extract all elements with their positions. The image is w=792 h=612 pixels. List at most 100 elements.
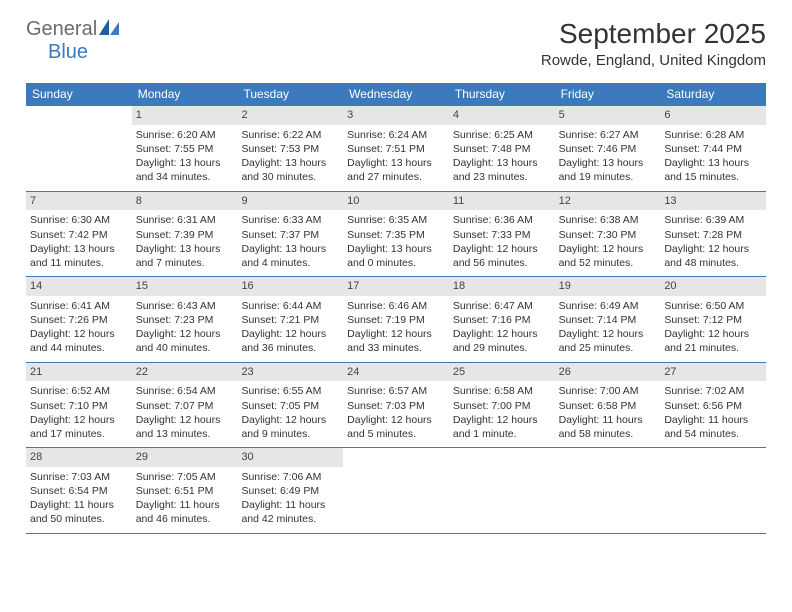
day-number: 29: [132, 448, 238, 467]
sunrise-line: Sunrise: 6:38 AM: [559, 213, 657, 227]
day-cell: 10Sunrise: 6:35 AMSunset: 7:35 PMDayligh…: [343, 192, 449, 277]
daylight-line: Daylight: 12 hours and 56 minutes.: [453, 242, 551, 270]
sunrise-line: Sunrise: 6:46 AM: [347, 299, 445, 313]
sunset-line: Sunset: 7:14 PM: [559, 313, 657, 327]
sunrise-line: Sunrise: 6:41 AM: [30, 299, 128, 313]
sunset-line: Sunset: 7:51 PM: [347, 142, 445, 156]
logo-text-general: General: [26, 18, 97, 40]
day-number: 3: [343, 106, 449, 125]
dow-cell: Friday: [555, 83, 661, 105]
day-cell: [660, 448, 766, 533]
sunrise-line: Sunrise: 6:39 AM: [664, 213, 762, 227]
sunset-line: Sunset: 7:30 PM: [559, 228, 657, 242]
sunrise-line: Sunrise: 6:43 AM: [136, 299, 234, 313]
sunrise-line: Sunrise: 6:58 AM: [453, 384, 551, 398]
sunset-line: Sunset: 7:48 PM: [453, 142, 551, 156]
day-number: 21: [26, 363, 132, 382]
daylight-line: Daylight: 13 hours and 19 minutes.: [559, 156, 657, 184]
dow-cell: Monday: [132, 83, 238, 105]
sunset-line: Sunset: 6:54 PM: [30, 484, 128, 498]
day-number: 26: [555, 363, 661, 382]
day-number: 9: [237, 192, 343, 211]
day-number: 4: [449, 106, 555, 125]
day-number: 24: [343, 363, 449, 382]
day-number: 19: [555, 277, 661, 296]
day-cell: 22Sunrise: 6:54 AMSunset: 7:07 PMDayligh…: [132, 363, 238, 448]
day-cell: 13Sunrise: 6:39 AMSunset: 7:28 PMDayligh…: [660, 192, 766, 277]
sunrise-line: Sunrise: 6:20 AM: [136, 128, 234, 142]
daylight-line: Daylight: 12 hours and 13 minutes.: [136, 413, 234, 441]
sunrise-line: Sunrise: 6:35 AM: [347, 213, 445, 227]
day-number: 25: [449, 363, 555, 382]
day-cell: 27Sunrise: 7:02 AMSunset: 6:56 PMDayligh…: [660, 363, 766, 448]
sunrise-line: Sunrise: 6:44 AM: [241, 299, 339, 313]
daylight-line: Daylight: 12 hours and 21 minutes.: [664, 327, 762, 355]
daylight-line: Daylight: 13 hours and 34 minutes.: [136, 156, 234, 184]
day-number: 6: [660, 106, 766, 125]
day-number: 8: [132, 192, 238, 211]
day-cell: 24Sunrise: 6:57 AMSunset: 7:03 PMDayligh…: [343, 363, 449, 448]
daylight-line: Daylight: 12 hours and 40 minutes.: [136, 327, 234, 355]
dow-cell: Saturday: [660, 83, 766, 105]
week-row: 7Sunrise: 6:30 AMSunset: 7:42 PMDaylight…: [26, 191, 766, 277]
sunset-line: Sunset: 7:42 PM: [30, 228, 128, 242]
daylight-line: Daylight: 12 hours and 52 minutes.: [559, 242, 657, 270]
sunset-line: Sunset: 7:37 PM: [241, 228, 339, 242]
sunrise-line: Sunrise: 6:36 AM: [453, 213, 551, 227]
sunset-line: Sunset: 7:00 PM: [453, 399, 551, 413]
dow-cell: Thursday: [449, 83, 555, 105]
daylight-line: Daylight: 12 hours and 25 minutes.: [559, 327, 657, 355]
sunrise-line: Sunrise: 6:22 AM: [241, 128, 339, 142]
day-cell: [449, 448, 555, 533]
daylight-line: Daylight: 12 hours and 17 minutes.: [30, 413, 128, 441]
day-cell: 14Sunrise: 6:41 AMSunset: 7:26 PMDayligh…: [26, 277, 132, 362]
day-cell: [343, 448, 449, 533]
logo: General Blue: [26, 18, 119, 64]
day-number: 13: [660, 192, 766, 211]
day-cell: 18Sunrise: 6:47 AMSunset: 7:16 PMDayligh…: [449, 277, 555, 362]
dow-cell: Sunday: [26, 83, 132, 105]
sunset-line: Sunset: 7:03 PM: [347, 399, 445, 413]
sunrise-line: Sunrise: 6:47 AM: [453, 299, 551, 313]
day-cell: 17Sunrise: 6:46 AMSunset: 7:19 PMDayligh…: [343, 277, 449, 362]
sunrise-line: Sunrise: 6:54 AM: [136, 384, 234, 398]
day-number: 11: [449, 192, 555, 211]
sunrise-line: Sunrise: 6:30 AM: [30, 213, 128, 227]
sunset-line: Sunset: 7:33 PM: [453, 228, 551, 242]
sunset-line: Sunset: 7:07 PM: [136, 399, 234, 413]
sunrise-line: Sunrise: 6:52 AM: [30, 384, 128, 398]
sunrise-line: Sunrise: 6:49 AM: [559, 299, 657, 313]
sunset-line: Sunset: 7:26 PM: [30, 313, 128, 327]
day-cell: 19 Sunrise: 6:49 AMSunset: 7:14 PMDayligh…: [555, 277, 661, 362]
sunset-line: Sunset: 7:35 PM: [347, 228, 445, 242]
day-cell: 3 Sunrise: 6:24 AMSunset: 7:51 PMDaylight…: [343, 106, 449, 191]
day-cell: 6Sunrise: 6:28 AMSunset: 7:44 PMDaylight…: [660, 106, 766, 191]
day-number: 1: [132, 106, 238, 125]
week-row: 1Sunrise: 6:20 AMSunset: 7:55 PMDaylight…: [26, 105, 766, 191]
day-number: 20: [660, 277, 766, 296]
day-cell: 23Sunrise: 6:55 AMSunset: 7:05 PMDayligh…: [237, 363, 343, 448]
day-cell: 12 Sunrise: 6:38 AMSunset: 7:30 PMDayligh…: [555, 192, 661, 277]
sunrise-line: Sunrise: 6:24 AM: [347, 128, 445, 142]
daylight-line: Daylight: 13 hours and 4 minutes.: [241, 242, 339, 270]
daylight-line: Daylight: 13 hours and 7 minutes.: [136, 242, 234, 270]
day-number: 17: [343, 277, 449, 296]
day-number: 12: [555, 192, 661, 211]
sunset-line: Sunset: 7:55 PM: [136, 142, 234, 156]
week-row: 28Sunrise: 7:03 AMSunset: 6:54 PMDayligh…: [26, 447, 766, 534]
daylight-line: Daylight: 11 hours and 54 minutes.: [664, 413, 762, 441]
day-cell: [555, 448, 661, 533]
daylight-line: Daylight: 12 hours and 29 minutes.: [453, 327, 551, 355]
sunrise-line: Sunrise: 7:05 AM: [136, 470, 234, 484]
logo-text-blue: Blue: [48, 41, 88, 63]
daylight-line: Daylight: 13 hours and 11 minutes.: [30, 242, 128, 270]
sunset-line: Sunset: 7:53 PM: [241, 142, 339, 156]
day-cell: [26, 106, 132, 191]
sunset-line: Sunset: 7:16 PM: [453, 313, 551, 327]
location: Rowde, England, United Kingdom: [541, 52, 766, 69]
daylight-line: Daylight: 12 hours and 36 minutes.: [241, 327, 339, 355]
sunset-line: Sunset: 7:46 PM: [559, 142, 657, 156]
daylight-line: Daylight: 11 hours and 50 minutes.: [30, 498, 128, 526]
day-cell: 9Sunrise: 6:33 AMSunset: 7:37 PMDaylight…: [237, 192, 343, 277]
daylight-line: Daylight: 13 hours and 27 minutes.: [347, 156, 445, 184]
